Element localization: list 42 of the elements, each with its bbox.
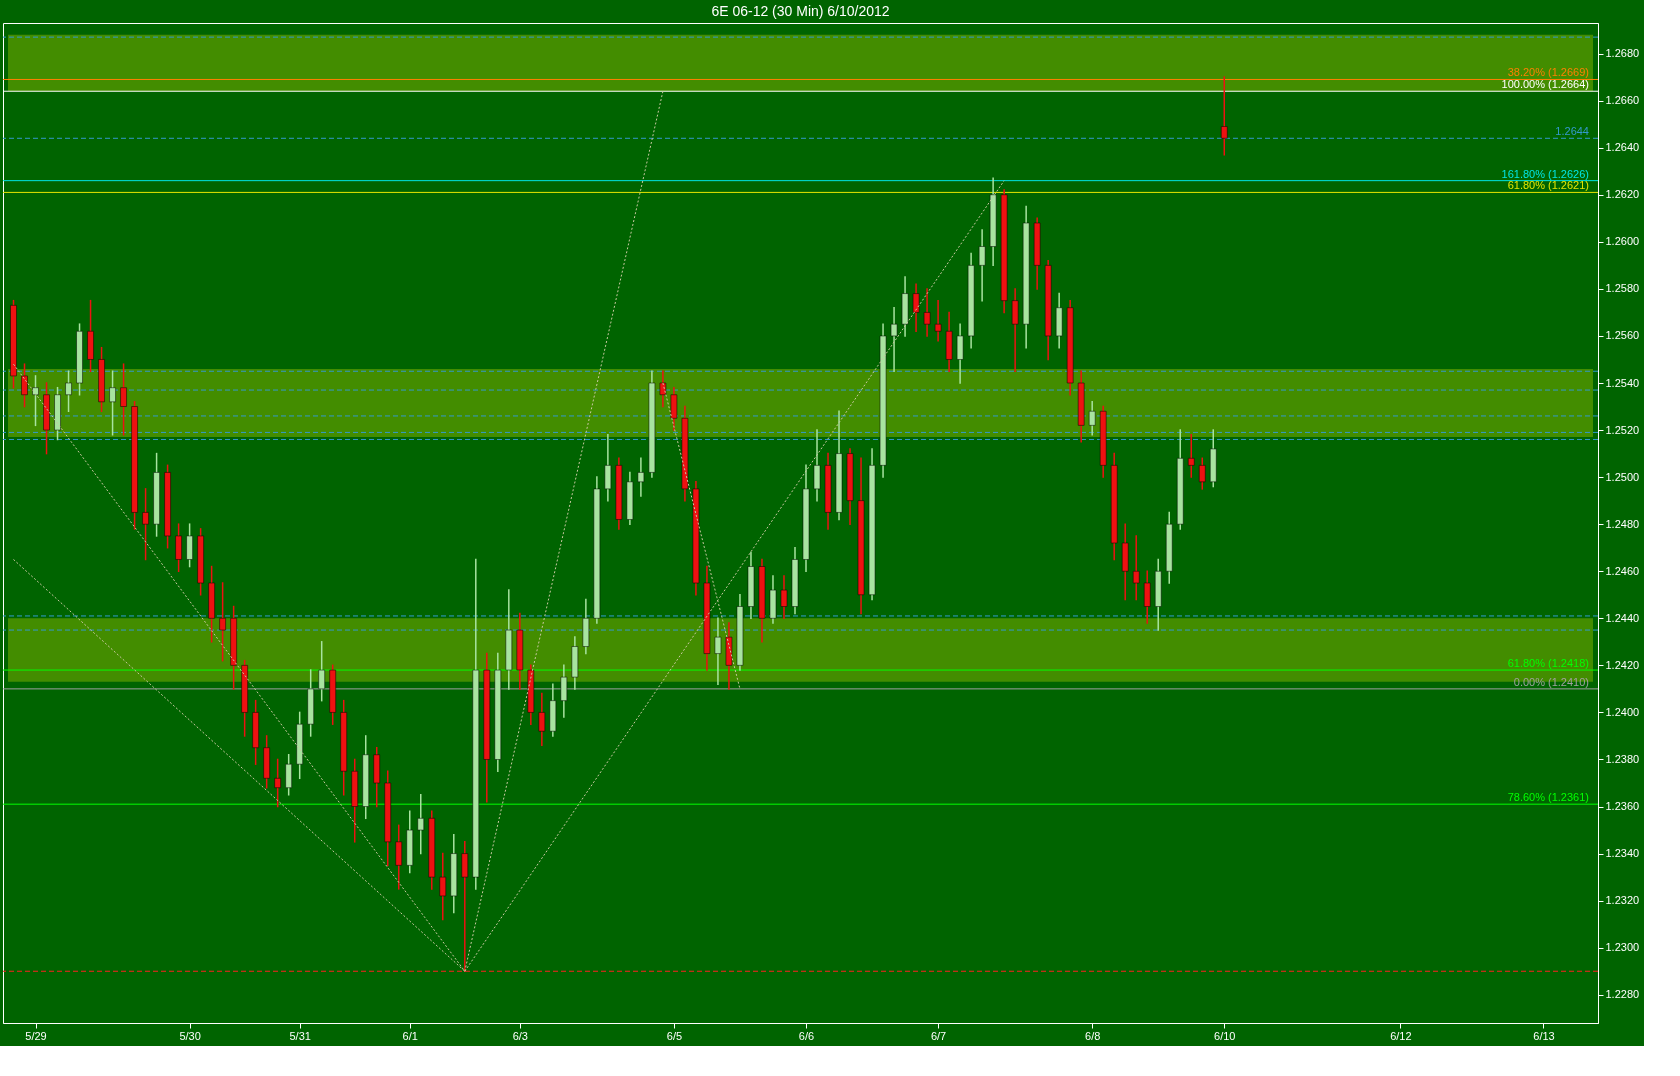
x-tick-label: 6/8 bbox=[1085, 1029, 1101, 1042]
y-tick-label: 1.2560 bbox=[1605, 329, 1640, 342]
ref-line-label: 1.2644 bbox=[1555, 125, 1589, 138]
y-tick-label: 1.2640 bbox=[1605, 141, 1640, 154]
y-tick-label: 1.2280 bbox=[1605, 988, 1640, 1001]
ref-line-label: 61.80% (1.2418) bbox=[1507, 657, 1589, 670]
x-tick-label: 6/7 bbox=[930, 1029, 947, 1042]
y-tick-label: 1.2580 bbox=[1605, 282, 1640, 295]
y-tick-label: 1.2440 bbox=[1605, 611, 1640, 624]
chart-title: 6E 06-12 (30 Min) 6/10/2012 bbox=[711, 3, 890, 19]
ref-line-label: 38.20% (1.2669) bbox=[1507, 66, 1589, 79]
y-tick-label: 1.2680 bbox=[1605, 47, 1640, 60]
x-tick-label: 6/3 bbox=[512, 1029, 528, 1042]
y-tick-label: 1.2600 bbox=[1605, 235, 1640, 248]
y-tick-label: 1.2520 bbox=[1605, 423, 1640, 436]
y-tick-label: 1.2540 bbox=[1605, 376, 1640, 389]
y-tick-label: 1.2360 bbox=[1605, 800, 1640, 813]
y-tick-label: 1.2460 bbox=[1605, 564, 1640, 577]
y-tick-label: 1.2620 bbox=[1605, 188, 1640, 201]
y-tick-label: 1.2500 bbox=[1605, 470, 1640, 483]
y-tick-label: 1.2400 bbox=[1605, 705, 1640, 718]
y-tick-label: 1.2660 bbox=[1605, 94, 1640, 107]
x-tick-label: 5/31 bbox=[289, 1029, 311, 1042]
x-tick-label: 6/6 bbox=[798, 1029, 815, 1042]
y-tick-label: 1.2340 bbox=[1605, 847, 1640, 860]
y-tick-label: 1.2380 bbox=[1605, 752, 1640, 765]
x-tick-label: 6/10 bbox=[1214, 1029, 1236, 1042]
x-tick-label: 5/30 bbox=[179, 1029, 201, 1042]
x-tick-label: 6/13 bbox=[1533, 1029, 1555, 1042]
y-tick-label: 1.2320 bbox=[1605, 894, 1640, 907]
ref-line-label: 161.80% (1.2626) bbox=[1501, 167, 1589, 180]
x-tick-label: 6/5 bbox=[666, 1029, 683, 1042]
y-tick-label: 1.2420 bbox=[1605, 658, 1640, 671]
ref-line-label: 78.60% (1.2361) bbox=[1507, 791, 1589, 804]
ref-line-label: 100.00% (1.2664) bbox=[1501, 78, 1589, 91]
x-tick-label: 5/29 bbox=[25, 1029, 47, 1042]
ref-line-label: 0.00% (1.2410) bbox=[1513, 675, 1589, 688]
x-tick-label: 6/12 bbox=[1390, 1029, 1412, 1042]
y-tick-label: 1.2300 bbox=[1605, 941, 1640, 954]
y-tick-label: 1.2480 bbox=[1605, 517, 1640, 530]
ref-line-label: 61.80% (1.2621) bbox=[1507, 179, 1589, 192]
x-tick-label: 6/1 bbox=[402, 1029, 418, 1042]
